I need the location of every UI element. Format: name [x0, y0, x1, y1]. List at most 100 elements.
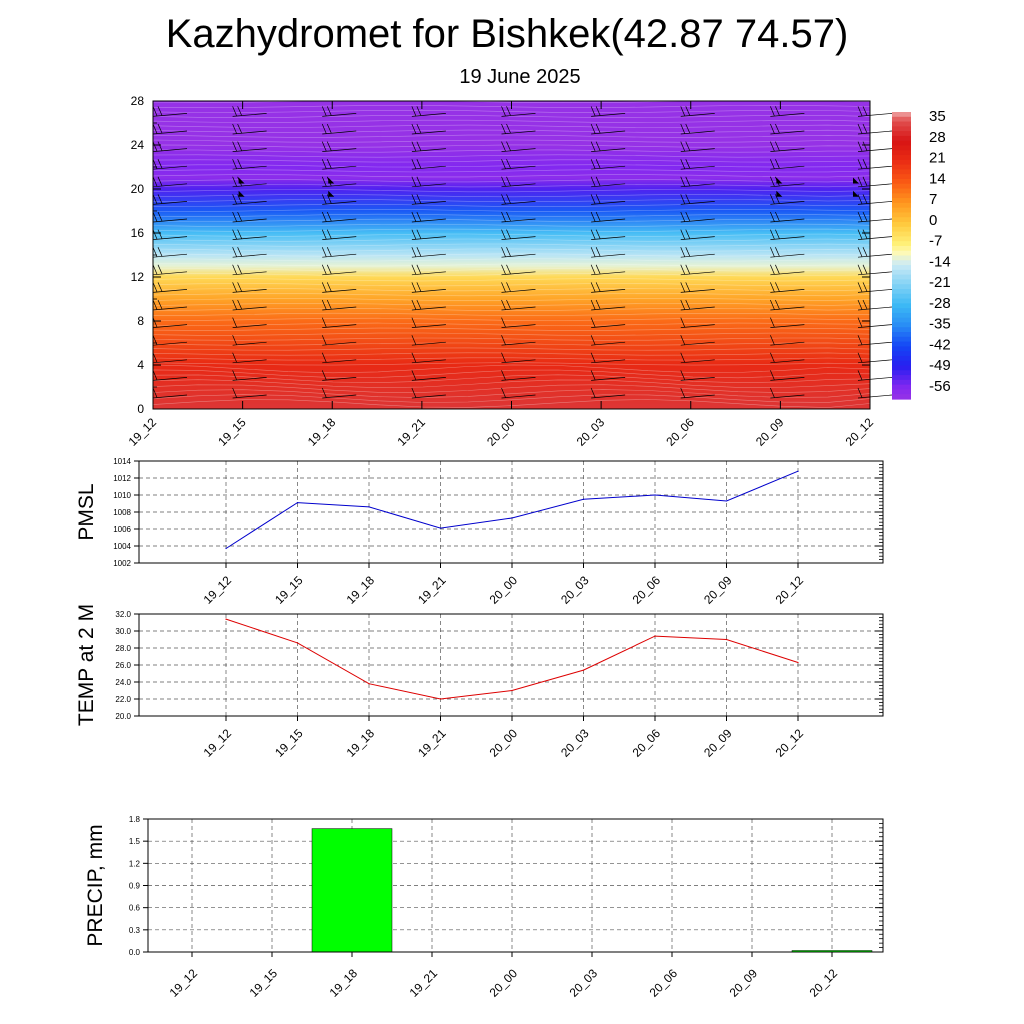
- wind-barb-feather: [321, 370, 327, 381]
- y-tick-label: 1.2: [129, 859, 141, 868]
- wind-barb-feather: [685, 211, 691, 222]
- wind-barb-feather: [501, 123, 506, 134]
- contour-line: [152, 253, 871, 257]
- wind-barb-shaft: [501, 394, 536, 399]
- wind-barb-feather: [152, 106, 158, 117]
- y-tick-label: 1002: [113, 559, 131, 568]
- wind-barb-feather: [590, 159, 596, 169]
- colorbar-segment: [892, 222, 911, 228]
- wind-barb-feather: [411, 370, 417, 381]
- wind-barb-feather: [321, 264, 327, 275]
- x-tick-label: 20_00: [487, 726, 521, 760]
- wind-barb-shaft: [770, 113, 805, 117]
- contour-line: [152, 312, 871, 316]
- wind-barb-feather: [775, 106, 780, 116]
- wind-barb-shaft: [501, 289, 536, 293]
- y-tick-label: 16: [131, 226, 145, 240]
- colorbar-segment: [892, 150, 911, 156]
- wind-barb-shaft: [501, 183, 536, 188]
- colorbar-label: -21: [929, 274, 951, 291]
- colorbar-segment: [892, 174, 911, 180]
- wind-barb-feather: [595, 211, 601, 222]
- colorbar-segment: [892, 360, 911, 367]
- contour-line: [152, 332, 871, 336]
- data-point: [654, 635, 656, 637]
- wind-barb-feather: [590, 194, 596, 205]
- wind-barb-shaft: [591, 341, 626, 346]
- wind-barb-feather: [590, 370, 596, 381]
- wind-barb-feather: [680, 352, 686, 363]
- colorbar-label: -49: [929, 357, 951, 374]
- wind-barb-feather: [152, 123, 158, 134]
- wind-barb-feather: [232, 317, 237, 328]
- colorbar-segment: [892, 279, 911, 285]
- wind-barb-shaft: [770, 377, 805, 381]
- wind-barb-feather: [237, 299, 242, 310]
- y-tick-label: 24: [131, 138, 145, 152]
- wind-barb-feather: [775, 194, 780, 204]
- wind-barb-shaft: [322, 165, 357, 170]
- wind-barb-feather: [232, 123, 237, 134]
- wind-barb-shaft: [770, 183, 805, 188]
- contour-line: [152, 298, 871, 302]
- wind-barb-feather: [590, 299, 596, 310]
- y-tick-label: 1010: [113, 491, 131, 500]
- wind-barb-feather: [680, 194, 686, 205]
- colorbar-segment: [892, 193, 911, 199]
- contour-line: [152, 164, 871, 168]
- data-point: [296, 642, 299, 644]
- data-point: [725, 638, 728, 641]
- wind-barb-shaft: [411, 306, 446, 311]
- colorbar-segment: [892, 245, 911, 252]
- y-tick-label: 20: [131, 182, 145, 196]
- colorbar-segment: [892, 212, 911, 218]
- wind-barb-shaft: [232, 236, 267, 240]
- wind-barb-shaft: [411, 271, 446, 276]
- wind-barb-shaft: [680, 130, 715, 135]
- wind-barb-shaft: [322, 289, 357, 293]
- data-point: [582, 498, 585, 500]
- y-tick-label: 32.0: [115, 610, 131, 619]
- contour-line: [152, 208, 871, 212]
- x-tick-label: 20_06: [663, 415, 697, 449]
- wind-barb-feather: [326, 229, 332, 239]
- wind-barb-feather: [152, 211, 158, 222]
- wind-barb-feather: [232, 264, 237, 275]
- wind-barb-feather: [685, 282, 691, 292]
- colorbar-segment: [892, 236, 911, 242]
- wind-barb-shaft: [591, 113, 626, 117]
- wind-barb-shaft: [232, 201, 267, 205]
- wind-barb-feather: [237, 159, 242, 169]
- wind-barb-feather: [685, 159, 691, 169]
- contour-line: [152, 189, 871, 193]
- wind-barb-shaft: [501, 148, 536, 152]
- precip-panel: 0.0 0.3 0.6 0.9 1.2 1.5 1.8 19_12 19_15 19_18 19_2…: [84, 815, 884, 1000]
- wind-barb-feather: [237, 229, 242, 239]
- wind-barb-feather: [590, 387, 596, 398]
- y-tick-label: 28: [131, 94, 145, 108]
- colorbar-segment: [892, 116, 911, 123]
- wind-barb-shaft: [322, 271, 357, 276]
- wind-barb-feather: [775, 247, 780, 257]
- colorbar-segment: [892, 284, 911, 290]
- wind-barb-shaft: [501, 377, 536, 381]
- wind-barb-feather: [501, 387, 506, 398]
- wind-barb-feather: [326, 282, 332, 292]
- wind-barb-feather: [770, 247, 775, 257]
- wind-barb-feather: [232, 211, 237, 222]
- wind-barb-shaft: [322, 394, 357, 399]
- wind-barb-feather: [232, 106, 237, 117]
- wind-barb-feather: [157, 159, 163, 169]
- wind-barb-shaft: [411, 165, 446, 170]
- wind-barb-feather: [321, 317, 327, 328]
- wind-barb-shaft: [857, 201, 893, 205]
- wind-barb-feather: [416, 159, 422, 169]
- wind-barb-pennant: [853, 190, 859, 197]
- wind-barb-feather: [685, 123, 691, 134]
- wind-barb-feather: [157, 194, 163, 204]
- wind-barb-feather: [157, 282, 163, 292]
- colorbar-segment: [892, 169, 911, 175]
- bar: [311, 828, 393, 953]
- wind-barb-feather: [680, 317, 686, 328]
- y-axis-title: PMSL: [75, 483, 98, 540]
